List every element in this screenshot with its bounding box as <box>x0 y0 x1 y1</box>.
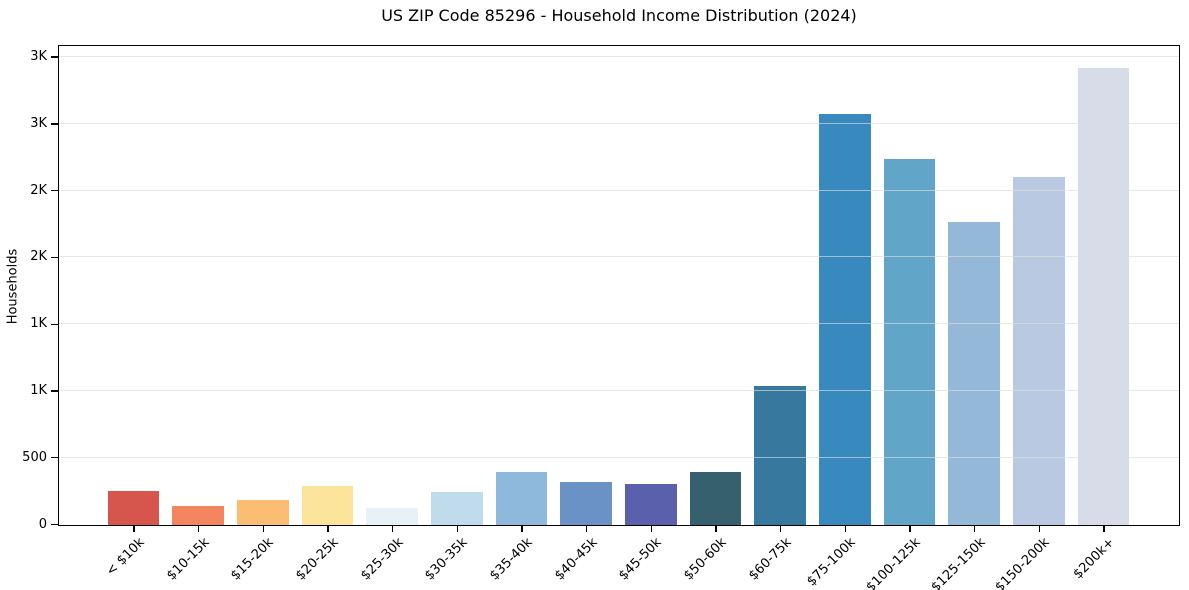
y-tick-label: 500 <box>22 449 47 465</box>
bar-$45-50k <box>624 483 677 525</box>
y-tick-label: 1K <box>30 316 47 332</box>
y-tick-mark <box>51 123 58 125</box>
bar-$10-15k <box>172 506 224 525</box>
bar-$50-60k <box>689 472 742 525</box>
bar-$30-35k <box>430 492 483 525</box>
plot-area <box>58 45 1180 526</box>
bar-$150-200k <box>1013 177 1065 525</box>
x-tick-mark <box>780 526 782 532</box>
x-tick-mark <box>197 526 200 532</box>
gridline-y-3500 <box>59 56 1179 58</box>
x-tick-mark <box>327 526 329 532</box>
y-tick-mark <box>51 523 58 526</box>
y-tick-label: 2K <box>30 182 47 198</box>
y-tick-mark <box>51 323 58 325</box>
bar-$40-45k <box>560 482 613 525</box>
y-tick-label: 3K <box>30 49 47 65</box>
bar-$100-125k <box>883 159 936 525</box>
x-tick-mark <box>1103 526 1105 532</box>
gridline-y-1500 <box>59 323 1179 325</box>
y-tick-mark <box>51 56 58 58</box>
x-tick-mark <box>715 526 717 532</box>
bar-$75-100k <box>819 114 871 525</box>
bar-$25-30k <box>366 508 418 525</box>
gridline-y-3000 <box>59 122 1179 124</box>
x-tick-mark <box>844 526 847 532</box>
gridline-y-1000 <box>59 389 1179 391</box>
chart-title: US ZIP Code 85296 - Household Income Dis… <box>381 6 857 25</box>
bar-$20-25k <box>301 486 354 525</box>
y-tick-mark <box>51 256 58 259</box>
gridline-y-2500 <box>59 189 1179 191</box>
x-tick-mark <box>521 526 523 532</box>
x-tick-label: < $10k <box>103 535 148 580</box>
x-tick-mark <box>133 526 135 532</box>
x-tick-mark <box>650 526 653 532</box>
gridline-y-2000 <box>59 256 1179 258</box>
bar-$200k+ <box>1077 67 1130 525</box>
y-tick-label: 3K <box>30 115 47 131</box>
x-tick-mark <box>391 526 394 532</box>
x-tick-mark <box>585 526 588 532</box>
y-tick-label: 0 <box>38 516 47 532</box>
x-tick-mark <box>456 526 458 532</box>
bar-$60-75k <box>754 386 807 525</box>
y-tick-label: 2K <box>30 249 47 265</box>
x-tick-mark <box>1038 526 1041 532</box>
x-tick-mark <box>262 526 264 532</box>
gridline-y-500 <box>59 456 1179 458</box>
bar-$15-20k <box>236 500 289 525</box>
y-tick-mark <box>51 190 58 192</box>
y-tick-mark <box>51 457 58 459</box>
bar-$125-150k <box>948 221 1001 525</box>
bar-$35-40k <box>495 471 548 525</box>
bar-< $10k <box>107 490 160 525</box>
y-tick-label: 1K <box>30 382 47 398</box>
x-tick-mark <box>909 526 911 532</box>
y-tick-mark <box>51 390 58 392</box>
x-tick-mark <box>974 526 976 532</box>
